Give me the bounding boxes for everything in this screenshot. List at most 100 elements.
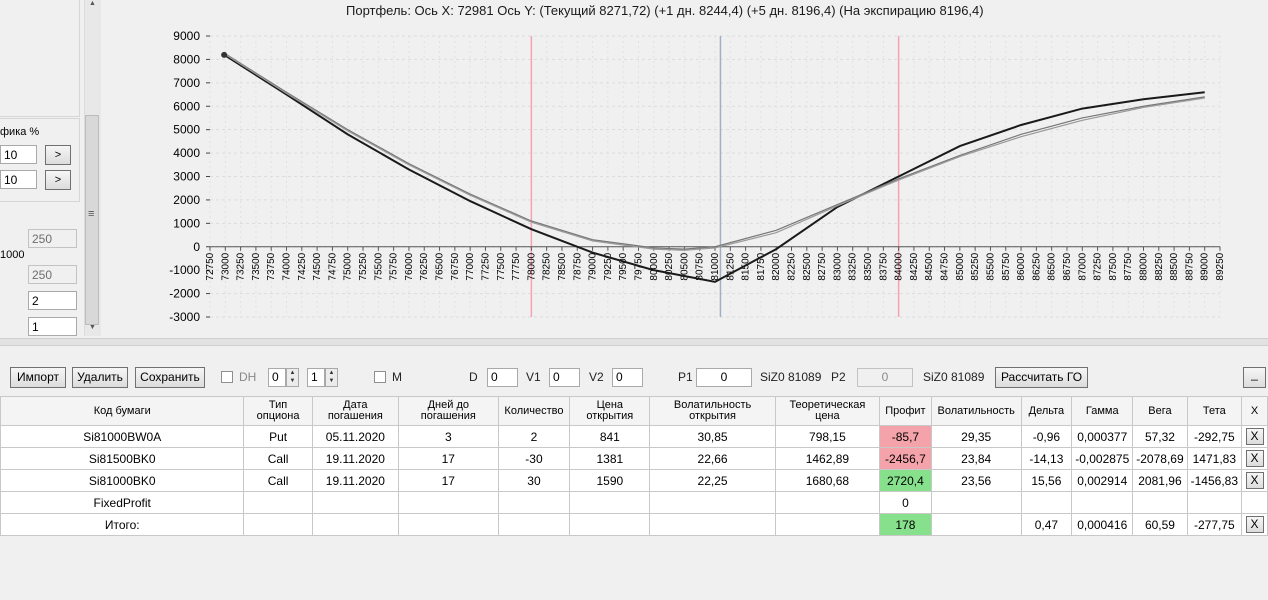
column-header[interactable]: Волатильность — [930, 396, 1022, 426]
table-row[interactable]: FixedProfit 0 — [0, 491, 1268, 514]
table-row[interactable]: Si81000BK0 Call 19.11.2020 17 30 1590 22,25 168… — [0, 469, 1268, 492]
x-tick-label: 77000 — [465, 252, 476, 280]
v1-input[interactable]: 0 — [549, 368, 580, 387]
x-tick-label: 79000 — [588, 252, 599, 280]
column-header[interactable]: Цена открытия — [569, 396, 651, 426]
column-header[interactable]: Теоретическая цена — [774, 396, 880, 426]
remove-row-button[interactable]: X — [1245, 450, 1264, 467]
table-cell: FixedProfit — [0, 491, 245, 514]
y-tick-label: 9000 — [173, 29, 200, 43]
apply-percent-1-button[interactable]: > — [45, 145, 71, 165]
field-250-disabled: 250 — [28, 229, 77, 248]
x-tick-label: 80750 — [695, 252, 706, 280]
column-header[interactable]: Гамма — [1071, 396, 1134, 426]
column-header[interactable]: Количество — [497, 396, 571, 426]
table-cell — [930, 491, 1022, 514]
x-tick-label: 86250 — [1031, 252, 1042, 280]
column-header[interactable]: Волатильность открытия — [649, 396, 776, 426]
x-tick-label: 82750 — [817, 252, 828, 280]
x-tick-label: 89250 — [1215, 252, 1226, 280]
series-line — [223, 52, 1205, 250]
delete-button[interactable]: Удалить — [72, 367, 128, 388]
save-button[interactable]: Сохранить — [135, 367, 205, 388]
x-tick-label: 75500 — [373, 252, 384, 280]
y-tick-label: -3000 — [169, 310, 200, 324]
remove-row-button[interactable]: X — [1245, 428, 1264, 445]
panel-splitter[interactable] — [0, 338, 1268, 346]
calc-go-button[interactable]: Рассчитать ГО — [995, 367, 1088, 388]
table-cell: 0,000377 — [1071, 425, 1134, 448]
p1-input[interactable]: 0 — [696, 368, 752, 387]
x-tick-label: 85250 — [970, 252, 981, 280]
x-tick-label: 76250 — [419, 252, 430, 280]
x-tick-label: 87750 — [1123, 252, 1134, 280]
x-tick-label: 87000 — [1077, 252, 1088, 280]
spin1-input[interactable]: 0 — [268, 368, 286, 387]
x-tick-label: 78000 — [526, 252, 537, 280]
scrollbar-thumb[interactable] — [85, 115, 99, 325]
column-header[interactable]: Дельта — [1020, 396, 1073, 426]
table-cell — [569, 513, 651, 536]
x-tick-label: 83750 — [878, 252, 889, 280]
column-header[interactable]: Вега — [1132, 396, 1188, 426]
percent-field-2[interactable]: 10 — [0, 170, 37, 189]
column-header[interactable]: X — [1241, 396, 1268, 426]
x-tick-label: 81500 — [741, 252, 752, 280]
column-header[interactable]: Код бумаги — [0, 396, 245, 426]
column-header[interactable]: Дней до погашения — [398, 396, 499, 426]
apply-percent-2-button[interactable]: > — [45, 170, 71, 190]
table-cell: 798,15 — [774, 425, 880, 448]
m-checkbox[interactable] — [374, 371, 386, 383]
x-tick-label: 75250 — [358, 252, 369, 280]
spin1-arrows-icon[interactable]: ▲ ▼ — [286, 368, 299, 387]
table-cell: Call — [243, 447, 313, 470]
scroll-down-icon[interactable]: ▼ — [89, 324, 96, 331]
remove-cell: X — [1241, 447, 1268, 470]
series-line — [223, 53, 1205, 283]
table-row[interactable]: Si81000BW0A Put 05.11.2020 3 2 841 30,85 798,15… — [0, 425, 1268, 448]
table-cell: 05.11.2020 — [311, 425, 400, 448]
spin2-arrows-icon[interactable]: ▲ ▼ — [325, 368, 338, 387]
column-header[interactable]: Тип опциона — [243, 396, 313, 426]
x-tick-label: 84500 — [924, 252, 935, 280]
scroll-up-icon[interactable]: ▲ — [89, 0, 96, 7]
table-cell: 29,35 — [930, 425, 1022, 448]
table-cell: 841 — [569, 425, 651, 448]
remove-row-button[interactable]: X — [1245, 472, 1264, 489]
table-cell: 30,85 — [649, 425, 776, 448]
remove-cell — [1241, 491, 1268, 514]
positions-table: Код бумаги Тип опциона Дата погашения Дней … — [0, 396, 1268, 536]
column-header[interactable]: Дата погашения — [311, 396, 400, 426]
y-tick-label: -2000 — [169, 287, 200, 301]
import-button[interactable]: Импорт — [10, 367, 66, 388]
x-tick-label: 75000 — [343, 252, 354, 280]
v2-input[interactable]: 0 — [612, 368, 643, 387]
table-cell: 23,56 — [930, 469, 1022, 492]
table-row[interactable]: Итого: 178 0,47 0,000416 60,59 -277,75 X — [0, 513, 1268, 536]
x-tick-label: 85000 — [955, 252, 966, 280]
column-header[interactable]: Профит — [878, 396, 932, 426]
dh-checkbox[interactable] — [221, 371, 233, 383]
d-input[interactable]: 0 — [487, 368, 518, 387]
d-label: D — [469, 370, 478, 384]
minimize-button[interactable]: _ — [1243, 367, 1266, 388]
field-2[interactable]: 2 — [28, 291, 77, 310]
table-row[interactable]: Si81500BK0 Call 19.11.2020 17 -30 1381 22,66 14… — [0, 447, 1268, 470]
x-tick-label: 79250 — [603, 252, 614, 280]
table-cell: 17 — [398, 469, 499, 492]
dh-label: DH — [239, 370, 257, 384]
chart-title: Портфель: Ось X: 72981 Ось Y: (Текущий 8… — [346, 3, 984, 18]
table-cell — [497, 491, 571, 514]
spin2-input[interactable]: 1 — [307, 368, 325, 387]
remove-row-button[interactable]: X — [1245, 516, 1264, 533]
scroll-grip-icon: ≡ — [88, 208, 95, 220]
y-tick-label: 1000 — [173, 216, 200, 230]
x-tick-label: 74500 — [312, 252, 323, 280]
x-tick-label: 84250 — [909, 252, 920, 280]
field-1[interactable]: 1 — [28, 317, 77, 336]
percent-field-1[interactable]: 10 — [0, 145, 37, 164]
table-cell: 23,84 — [930, 447, 1022, 470]
table-cell: -0,96 — [1020, 425, 1073, 448]
column-header[interactable]: Тета — [1186, 396, 1243, 426]
table-cell: 19.11.2020 — [311, 447, 400, 470]
